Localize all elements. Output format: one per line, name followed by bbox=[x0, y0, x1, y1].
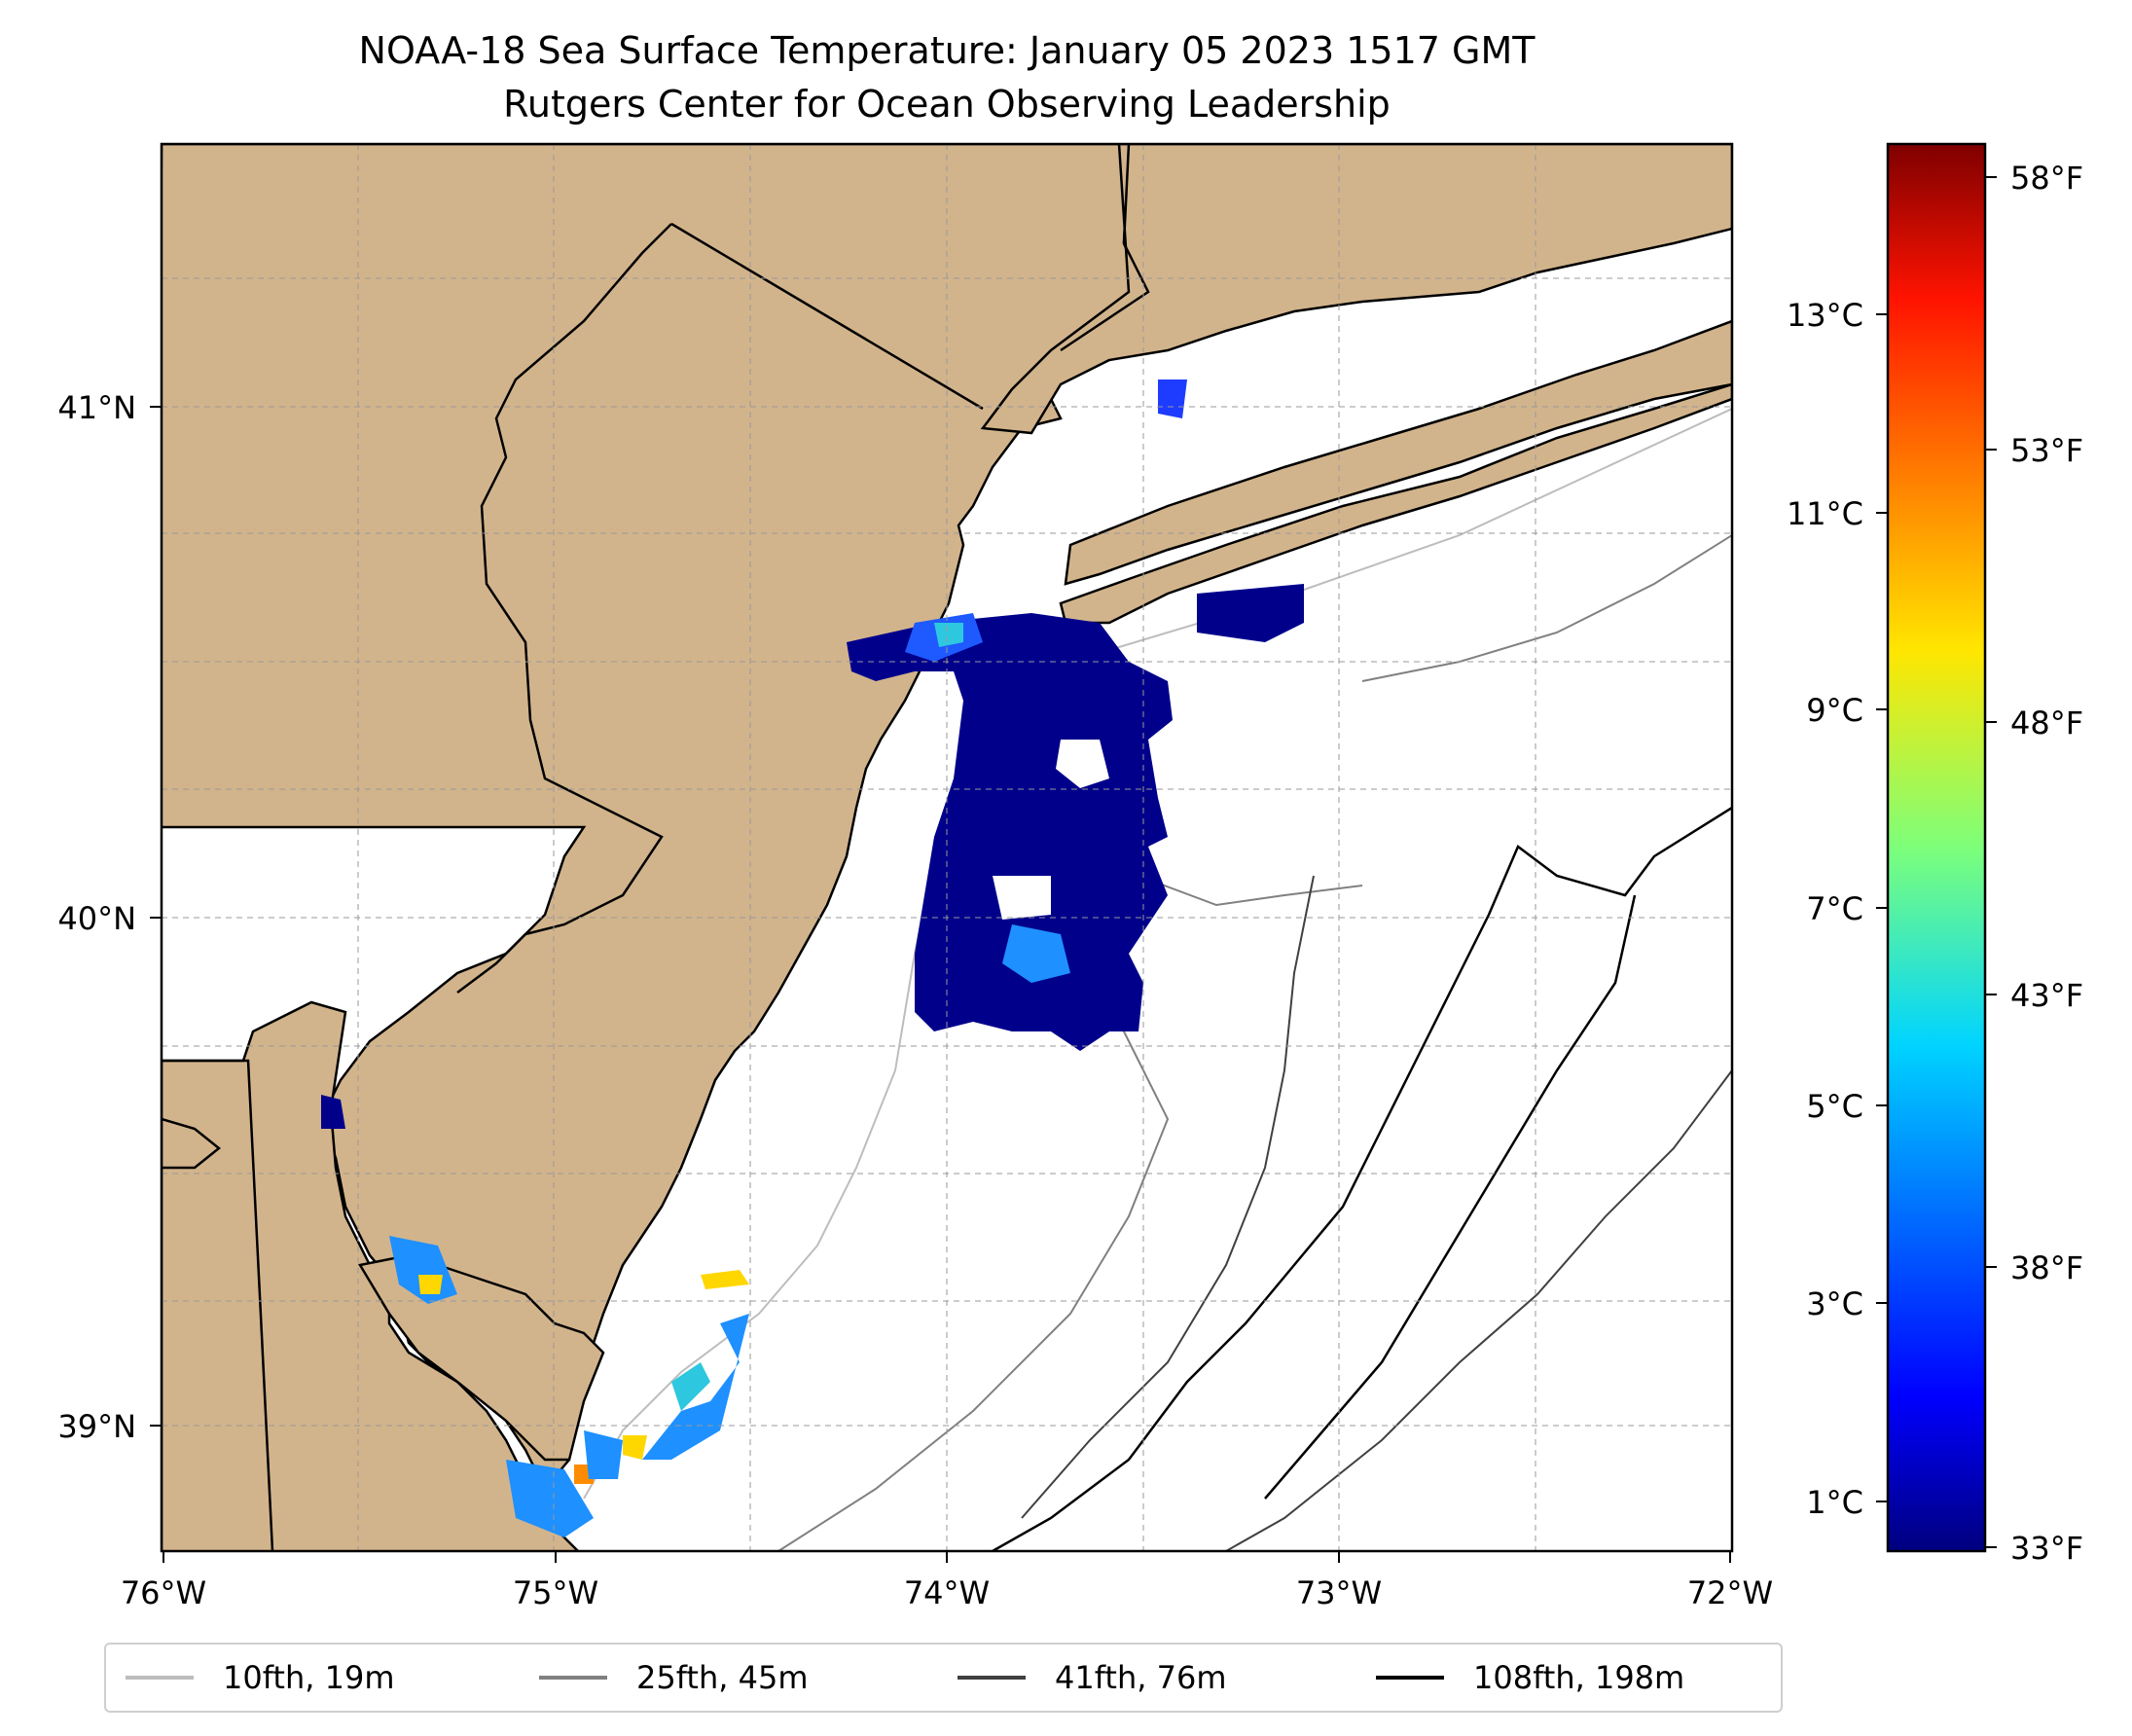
lat-tick-label: 41°N bbox=[57, 389, 136, 426]
legend-label: 10fth, 19m bbox=[223, 1659, 395, 1696]
fahrenheit-tick-label: 33°F bbox=[2010, 1530, 2083, 1567]
legend-line bbox=[539, 1676, 607, 1680]
legend-label: 108fth, 198m bbox=[1473, 1659, 1685, 1696]
lon-tick-label: 73°W bbox=[1296, 1574, 1382, 1611]
celsius-tick-label: 7°C bbox=[1806, 890, 1863, 927]
legend-line bbox=[1376, 1676, 1444, 1680]
depth-legend: 10fth, 19m 25fth, 45m 41fth, 76m 108fth,… bbox=[104, 1643, 1783, 1713]
lon-tick-label: 76°W bbox=[121, 1574, 206, 1611]
title-line-2: Rutgers Center for Ocean Observing Leade… bbox=[503, 83, 1391, 126]
lon-tick-label: 75°W bbox=[513, 1574, 598, 1611]
fahrenheit-tick-label: 48°F bbox=[2010, 705, 2083, 741]
state-borders bbox=[162, 144, 1150, 1551]
celsius-tick-label: 9°C bbox=[1806, 692, 1863, 729]
lon-axis: 76°W 75°W 74°W 73°W 72°W bbox=[121, 1551, 1773, 1611]
fahrenheit-tick-label: 58°F bbox=[2010, 160, 2083, 197]
legend-item-41fth: 41fth, 76m bbox=[958, 1645, 1226, 1711]
legend-label: 25fth, 45m bbox=[636, 1659, 809, 1696]
fahrenheit-tick-label: 53°F bbox=[2010, 432, 2083, 469]
legend-item-10fth: 10fth, 19m bbox=[126, 1645, 394, 1711]
lat-tick-label: 40°N bbox=[57, 900, 136, 937]
lat-axis: 41°N 40°N 39°N bbox=[57, 389, 162, 1445]
celsius-tick-label: 11°C bbox=[1787, 495, 1863, 532]
celsius-tick-label: 3°C bbox=[1806, 1285, 1863, 1322]
legend-item-25fth: 25fth, 45m bbox=[539, 1645, 808, 1711]
grid-lines bbox=[162, 144, 1732, 1551]
colorbar: 13°C 11°C 9°C 7°C 5°C 3°C 1°C 58°F 53°F … bbox=[1787, 142, 2083, 1567]
legend-line bbox=[958, 1676, 1026, 1680]
lon-tick-label: 74°W bbox=[904, 1574, 990, 1611]
celsius-tick-label: 1°C bbox=[1806, 1484, 1863, 1521]
fahrenheit-tick-label: 43°F bbox=[2010, 977, 2083, 1014]
lat-tick-label: 39°N bbox=[57, 1408, 136, 1445]
legend-label: 41fth, 76m bbox=[1055, 1659, 1227, 1696]
celsius-tick-label: 13°C bbox=[1787, 297, 1863, 334]
fahrenheit-tick-label: 38°F bbox=[2010, 1249, 2083, 1286]
map-area[interactable] bbox=[156, 144, 1732, 1557]
title-line-1: NOAA-18 Sea Surface Temperature: January… bbox=[359, 29, 1536, 72]
colorbar-gradient bbox=[1886, 142, 1987, 1553]
legend-item-108fth: 108fth, 198m bbox=[1376, 1645, 1684, 1711]
lon-tick-label: 72°W bbox=[1687, 1574, 1773, 1611]
celsius-tick-label: 5°C bbox=[1806, 1088, 1863, 1125]
land bbox=[162, 144, 1732, 1551]
sst-data bbox=[321, 380, 1304, 1537]
legend-line bbox=[126, 1676, 194, 1680]
